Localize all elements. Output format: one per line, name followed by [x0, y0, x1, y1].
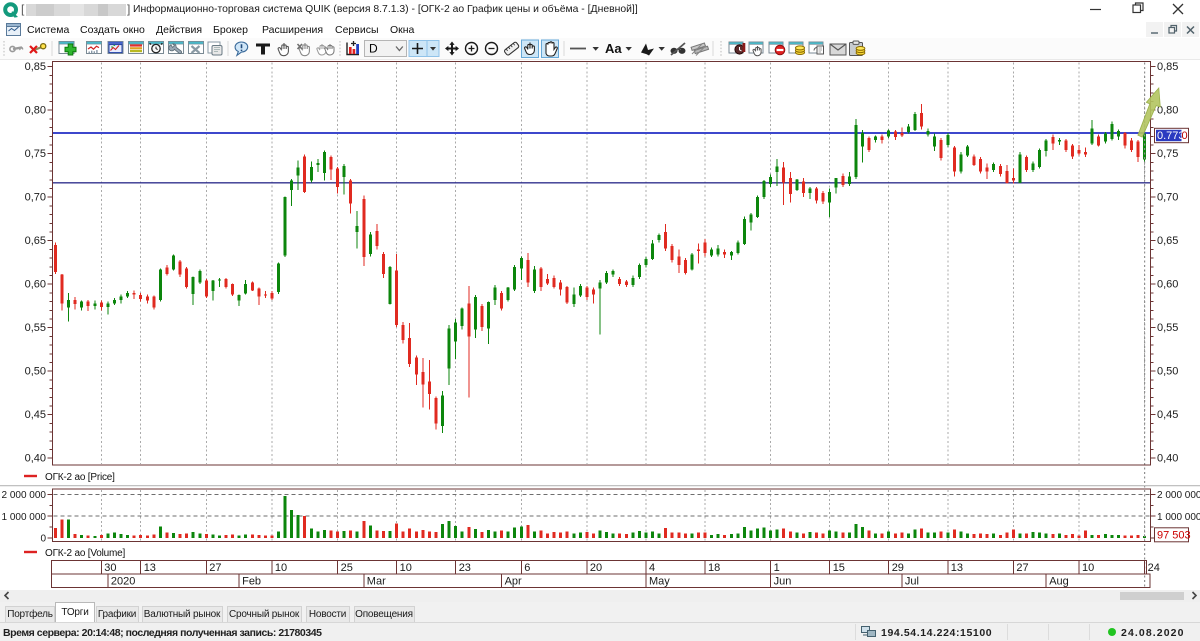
svg-text:Apr: Apr: [505, 576, 522, 588]
svg-text:Mar: Mar: [367, 576, 386, 588]
svg-text:27: 27: [209, 562, 221, 574]
svg-text:2 000 000: 2 000 000: [1157, 490, 1200, 501]
svg-text:2 000 000: 2 000 000: [2, 490, 47, 501]
svg-text:25: 25: [341, 562, 353, 574]
svg-text:10: 10: [275, 562, 287, 574]
svg-text:0,65: 0,65: [1157, 235, 1178, 247]
svg-text:18: 18: [708, 562, 720, 574]
svg-text:ОГК-2 ао [Price]: ОГК-2 ао [Price]: [45, 472, 115, 483]
svg-text:0,55: 0,55: [1157, 322, 1178, 334]
svg-text:0,85: 0,85: [1157, 61, 1178, 73]
svg-text:2020: 2020: [111, 576, 135, 588]
svg-text:15: 15: [833, 562, 845, 574]
svg-text:0,70: 0,70: [25, 192, 46, 204]
svg-text:29: 29: [892, 562, 904, 574]
svg-text:1 000 000: 1 000 000: [2, 512, 47, 523]
svg-text:27: 27: [1016, 562, 1028, 574]
svg-text:0,80: 0,80: [1157, 105, 1178, 117]
svg-text:0,70: 0,70: [1157, 192, 1178, 204]
svg-text:0,45: 0,45: [25, 409, 46, 421]
svg-text:23: 23: [459, 562, 471, 574]
svg-text:1: 1: [774, 562, 780, 574]
svg-text:0,60: 0,60: [1157, 279, 1178, 291]
svg-text:Jul: Jul: [905, 576, 919, 588]
svg-text:0,50: 0,50: [25, 366, 46, 378]
svg-text:D: D: [369, 42, 378, 56]
svg-text:6: 6: [524, 562, 530, 574]
svg-text:0,80: 0,80: [25, 105, 46, 117]
svg-text:1 000 000: 1 000 000: [1157, 512, 1200, 523]
svg-text:20: 20: [590, 562, 602, 574]
svg-text:10: 10: [1082, 562, 1094, 574]
svg-text:0,65: 0,65: [25, 235, 46, 247]
svg-text:0,55: 0,55: [25, 322, 46, 334]
svg-text:0.773: 0.773: [1157, 130, 1185, 142]
svg-text:0,40: 0,40: [1157, 453, 1178, 465]
svg-text:Feb: Feb: [242, 576, 261, 588]
svg-text:0,75: 0,75: [1157, 148, 1178, 160]
svg-text:0,50: 0,50: [1157, 366, 1178, 378]
svg-text:Jun: Jun: [774, 576, 792, 588]
svg-text:0,45: 0,45: [1157, 409, 1178, 421]
svg-text:97 503: 97 503: [1157, 529, 1191, 541]
svg-text:0,85: 0,85: [25, 61, 46, 73]
svg-text:4: 4: [649, 562, 655, 574]
svg-text:0,75: 0,75: [25, 148, 46, 160]
svg-text:0,60: 0,60: [25, 279, 46, 291]
svg-text:13: 13: [144, 562, 156, 574]
svg-text:24: 24: [1148, 562, 1160, 574]
svg-text:ОГК-2 ао [Volume]: ОГК-2 ао [Volume]: [45, 548, 126, 559]
svg-text:10: 10: [400, 562, 412, 574]
svg-text:0,40: 0,40: [25, 453, 46, 465]
svg-text:13: 13: [951, 562, 963, 574]
svg-text:Aug: Aug: [1049, 576, 1069, 588]
svg-text:0: 0: [40, 534, 46, 545]
svg-text:30: 30: [104, 562, 116, 574]
svg-text:Aa: Aa: [605, 41, 622, 56]
svg-text:0: 0: [1182, 130, 1188, 142]
svg-text:May: May: [649, 576, 670, 588]
